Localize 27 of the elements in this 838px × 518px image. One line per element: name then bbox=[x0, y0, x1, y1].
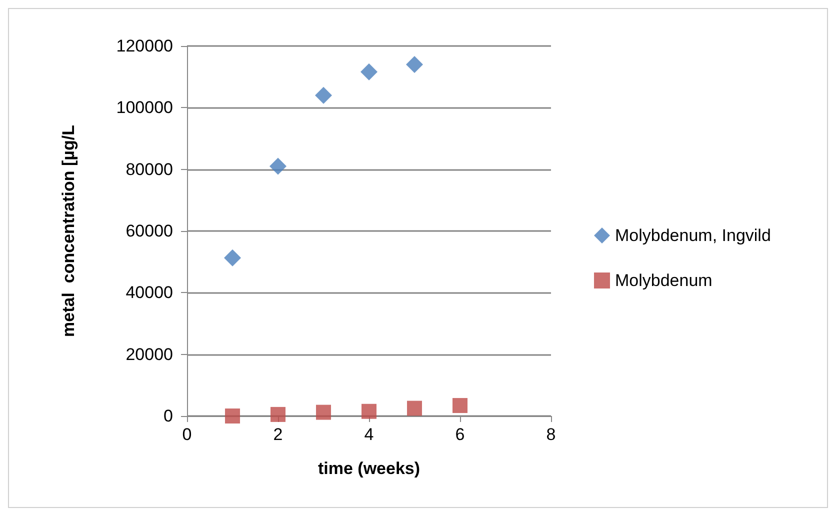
point bbox=[224, 249, 241, 266]
y-tick-label: 40000 bbox=[126, 283, 173, 302]
point bbox=[316, 404, 331, 420]
x-tick-label: 8 bbox=[546, 425, 556, 444]
point bbox=[270, 406, 286, 422]
x-tick-label: 6 bbox=[455, 425, 465, 444]
y-tick-label: 120000 bbox=[116, 36, 173, 56]
point bbox=[407, 400, 422, 416]
point bbox=[315, 86, 332, 104]
y-tick-label: 60000 bbox=[126, 222, 173, 240]
point bbox=[406, 56, 423, 73]
point bbox=[362, 404, 376, 419]
point bbox=[225, 408, 240, 424]
x-axis-title: time (weeks) bbox=[318, 459, 420, 478]
x-tick-label: 2 bbox=[273, 425, 283, 444]
x-tick-label: 0 bbox=[182, 425, 192, 444]
y-tick-label: 0 bbox=[164, 406, 173, 426]
point bbox=[452, 398, 468, 414]
point bbox=[270, 158, 286, 175]
y-tick-label: 20000 bbox=[126, 344, 173, 364]
y-tick-label: 100000 bbox=[116, 98, 173, 118]
legend-label: Molybdenum, Ingvild bbox=[615, 226, 771, 245]
legend-label: Molybdenum bbox=[615, 271, 712, 290]
y-axis-title: metal concentration [µg/L bbox=[59, 125, 78, 337]
point bbox=[360, 63, 378, 80]
y-tick-label: 80000 bbox=[126, 160, 173, 179]
x-tick-label: 4 bbox=[364, 425, 374, 444]
